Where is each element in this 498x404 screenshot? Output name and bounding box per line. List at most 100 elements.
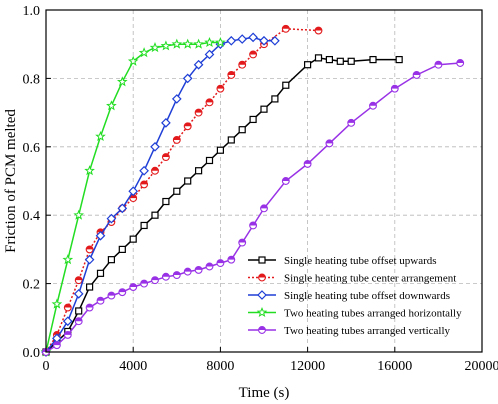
data-point [183, 267, 192, 276]
data-point [205, 98, 214, 107]
data-point [129, 235, 137, 243]
data-point [434, 60, 443, 69]
legend-item: Single heating tube center arrangement [248, 273, 456, 285]
data-point [227, 255, 236, 264]
data-point [161, 272, 170, 281]
data-point [249, 50, 258, 59]
data-point [106, 213, 117, 224]
data-point [227, 71, 236, 79]
data-point [205, 156, 214, 165]
data-point [73, 289, 84, 299]
data-point [151, 166, 159, 175]
data-point [151, 276, 159, 285]
data-point [117, 203, 128, 214]
data-point [140, 221, 148, 230]
data-point [171, 94, 182, 104]
data-point [161, 153, 170, 162]
data-point [138, 47, 150, 58]
y-tick-label: 0.0 [23, 346, 41, 361]
data-point [171, 38, 183, 49]
data-point [160, 40, 172, 51]
data-point [129, 194, 138, 203]
data-point [106, 100, 117, 111]
data-point [369, 55, 377, 64]
data-point [216, 146, 224, 154]
data-point [304, 61, 312, 69]
data-point [194, 265, 203, 274]
data-point [237, 34, 248, 44]
data-point [183, 122, 192, 131]
legend-item: Two heating tubes arranged vertically [248, 325, 450, 337]
legend-label: Single heating tube offset upwards [284, 255, 437, 267]
data-point [172, 271, 181, 279]
series-line [45, 36, 275, 353]
data-point [260, 105, 268, 113]
data-point [204, 49, 215, 60]
legend-marker [258, 273, 266, 282]
data-point [238, 60, 247, 69]
data-point [75, 307, 83, 315]
legend-item: Two heating tubes arranged horizontally [248, 306, 462, 320]
y-tick-label: 0.8 [23, 72, 41, 87]
data-point [270, 35, 280, 46]
legend-marker [256, 306, 268, 318]
data-point [150, 141, 160, 152]
series-3 [41, 32, 280, 357]
legend-item: Single heating tube offset downwards [248, 290, 450, 302]
data-point [51, 298, 63, 309]
grid-lines [46, 10, 482, 352]
data-point [84, 254, 95, 265]
data-point [149, 42, 161, 53]
data-point [204, 36, 215, 48]
data-point [173, 187, 181, 195]
data-point [74, 317, 83, 326]
axis-ticks: 0 4000 8000 12000 16000 20000 0.0 0.2 0.4 0.6 0.8 1… [23, 4, 498, 374]
x-tick-label: 4000 [119, 359, 147, 374]
data-point [127, 55, 139, 66]
data-point [116, 76, 128, 87]
y-tick-label: 0.6 [23, 141, 41, 156]
data-point [172, 136, 181, 144]
x-tick-label: 12000 [290, 359, 325, 374]
data-point [205, 262, 214, 271]
data-point [259, 35, 269, 46]
x-tick-label: 20000 [465, 359, 498, 374]
data-point [62, 316, 73, 327]
data-point [118, 288, 127, 297]
y-axis-title: Friction of PCM melted [3, 109, 19, 253]
data-point [195, 167, 203, 175]
data-point [227, 136, 235, 144]
data-point [412, 71, 421, 79]
data-point [215, 36, 226, 48]
data-point [95, 130, 106, 142]
data-point [63, 330, 72, 339]
data-point [336, 57, 344, 65]
data-point [95, 230, 106, 241]
data-point [249, 115, 257, 124]
legend-label: Two heating tubes arranged horizontally [284, 308, 462, 320]
data-point [182, 38, 193, 49]
data-point [193, 59, 204, 70]
legend-marker [258, 256, 266, 264]
data-point [74, 276, 83, 285]
data-point [248, 32, 258, 43]
data-point [161, 118, 171, 128]
data-point [303, 159, 312, 168]
series-5 [42, 59, 465, 356]
data-point [216, 259, 225, 268]
data-point [107, 256, 116, 264]
data-point [140, 279, 149, 288]
data-point [347, 57, 355, 65]
data-point [139, 165, 149, 176]
data-point [260, 204, 268, 213]
data-point [314, 26, 323, 35]
data-point [193, 38, 204, 49]
data-point [456, 59, 465, 67]
data-point [390, 84, 399, 93]
data-point [238, 126, 246, 134]
data-point [369, 101, 377, 110]
data-point [271, 95, 279, 103]
data-point [325, 139, 334, 148]
data-point [62, 254, 74, 265]
data-point [238, 238, 247, 247]
